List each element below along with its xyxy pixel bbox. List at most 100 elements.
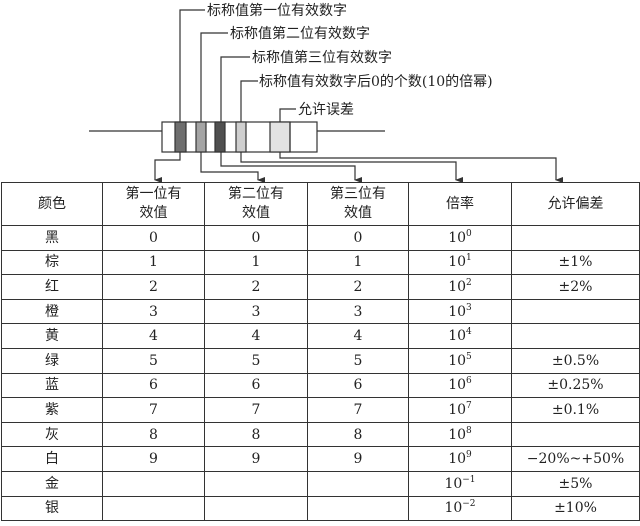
cell-first-digit [102,470,205,497]
cell-multiplier: 10−1 [408,470,512,497]
multiplier-exponent: 7 [466,400,472,411]
cell-multiplier: 102 [408,274,512,300]
leader-line-4 [240,80,258,122]
multiplier-exponent: 6 [466,376,472,387]
multiplier-exponent: 0 [466,228,472,239]
table-row: 黑 0 0 0 100 [1,225,640,251]
leader-line-5 [279,108,296,122]
cell-color: 黄 [1,323,103,349]
leader-line-3 [220,56,250,122]
cell-color: 红 [1,274,103,300]
header-text: 第二位有效值 [228,186,284,221]
multiplier-exponent: 1 [466,253,472,264]
cell-tolerance: ±2% [511,274,640,300]
table-row: 金 10−1 ±5% [1,470,640,497]
cell-color: 银 [1,495,103,522]
header-first-digit: 第一位有效值 [102,182,205,226]
cell-second-digit: 2 [204,274,308,300]
cell-tolerance: ±0.1% [511,397,640,423]
multiplier-exponent: 4 [466,327,472,338]
cell-second-digit: 5 [204,347,308,374]
cell-color: 白 [1,446,103,472]
leader-line-2 [200,32,228,122]
cell-tolerance [511,298,640,325]
multiplier-base: 10 [448,352,467,369]
cell-multiplier: 100 [408,225,512,251]
multiplier-base: 10 [448,451,467,468]
cell-second-digit: 0 [204,225,308,251]
band-4 [235,121,247,153]
multiplier-base: 10 [448,328,467,345]
cell-third-digit: 7 [307,397,409,423]
header-multiplier: 倍率 [408,182,512,226]
cell-color: 蓝 [1,372,103,399]
cell-color: 绿 [1,347,103,374]
cell-third-digit: 4 [307,323,409,349]
table-row: 橙 3 3 3 103 [1,298,640,325]
cell-third-digit [307,470,409,497]
header-third-digit: 第三位有效值 [307,182,409,226]
cell-third-digit: 5 [307,347,409,374]
band-3 [214,121,226,153]
cell-first-digit: 7 [102,397,205,423]
cell-color: 紫 [1,397,103,423]
multiplier-exponent: 3 [466,302,472,313]
cell-tolerance: ±0.5% [511,347,640,374]
cell-multiplier: 103 [408,298,512,325]
cell-tolerance [511,323,640,349]
multiplier-base: 10 [444,475,463,492]
cell-first-digit: 3 [102,298,205,325]
arrow-2 [200,152,265,183]
leader-line-1 [179,9,205,122]
cell-second-digit: 1 [204,249,308,276]
multiplier-base: 10 [448,426,467,443]
cell-third-digit: 8 [307,421,409,448]
arrow-1 [154,152,181,183]
resistor-diagram: 标称值第一位有效数字 标称值第二位有效数字 标称值第三位有效数字 标称值有效数字… [89,2,563,183]
multiplier-exponent: 9 [466,450,472,461]
multiplier-base: 10 [448,377,467,394]
multiplier-base: 10 [448,229,467,246]
cell-color: 橙 [1,298,103,325]
table-row: 紫 7 7 7 107 ±0.1% [1,397,640,423]
cell-multiplier: 105 [408,347,512,374]
header-text: 第三位有效值 [330,186,386,221]
cell-second-digit: 3 [204,298,308,325]
multiplier-exponent: −1 [462,474,476,485]
table-row: 白 9 9 9 109 −20%~+50% [1,446,640,472]
multiplier-base: 10 [444,500,463,517]
cell-multiplier: 104 [408,323,512,349]
table-row: 灰 8 8 8 108 [1,421,640,448]
multiplier-exponent: 8 [466,425,472,436]
multiplier-base: 10 [448,401,467,418]
cell-multiplier: 101 [408,249,512,276]
cell-color: 灰 [1,421,103,448]
cell-second-digit: 6 [204,372,308,399]
header-tolerance: 允许偏差 [511,182,640,226]
header-color: 颜色 [1,182,103,226]
arrow-5 [279,152,563,183]
label-second-digit: 标称值第二位有效数字 [230,25,370,42]
cell-third-digit: 3 [307,298,409,325]
table-row: 黄 4 4 4 104 [1,323,640,349]
cell-third-digit: 2 [307,274,409,300]
cell-first-digit: 0 [102,225,205,251]
cell-multiplier: 10−2 [408,495,512,522]
arrow-4 [240,152,463,183]
multiplier-base: 10 [448,303,467,320]
cell-multiplier: 109 [408,446,512,472]
table-row: 绿 5 5 5 105 ±0.5% [1,347,640,374]
cell-first-digit [102,495,205,522]
cell-tolerance: −20%~+50% [511,446,640,472]
table-row: 红 2 2 2 102 ±2% [1,274,640,300]
label-first-digit: 标称值第一位有效数字 [207,2,347,19]
multiplier-exponent: 2 [466,277,472,288]
header-second-digit: 第二位有效值 [204,182,308,226]
cell-first-digit: 9 [102,446,205,472]
label-multiplier: 标称值有效数字后0的个数(10的倍幂) [259,74,493,90]
table-header-row: 颜色 第一位有效值 第二位有效值 第三位有效值 倍率 允许偏差 [1,182,640,226]
cell-second-digit: 8 [204,421,308,448]
arrow-3 [220,152,362,183]
band-1 [174,121,187,153]
cell-tolerance [511,225,640,251]
